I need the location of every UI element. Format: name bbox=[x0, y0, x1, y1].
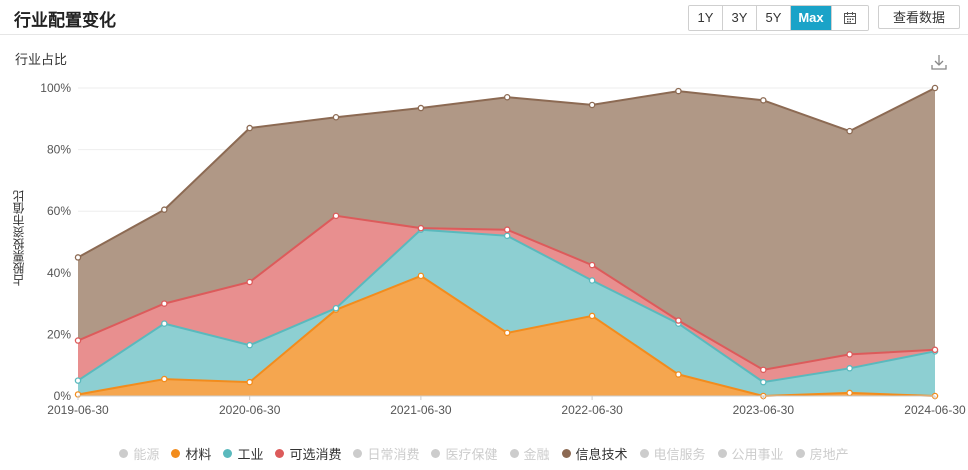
data-point bbox=[760, 97, 767, 104]
data-point bbox=[846, 365, 853, 372]
data-point bbox=[246, 341, 253, 349]
range-selector: 1Y 3Y 5Y Max bbox=[688, 5, 869, 31]
data-point bbox=[503, 226, 511, 233]
data-point bbox=[760, 378, 767, 386]
legend-item[interactable]: 工业 bbox=[223, 444, 263, 463]
legend-dot-icon bbox=[509, 449, 519, 458]
legend-label: 医疗保健 bbox=[445, 447, 498, 462]
data-point bbox=[931, 84, 939, 92]
data-point bbox=[332, 114, 340, 121]
data-point bbox=[846, 127, 853, 135]
data-point bbox=[588, 261, 596, 269]
x-tick-label: 2024-06-30 bbox=[904, 403, 966, 417]
y-tick-label: 100% bbox=[40, 81, 71, 95]
legend-label: 房地产 bbox=[809, 447, 849, 462]
area-series-1 bbox=[78, 229, 935, 396]
legend-item[interactable]: 材料 bbox=[171, 444, 211, 463]
x-tick-label: 2019-06-30 bbox=[47, 403, 109, 417]
data-point bbox=[246, 124, 253, 132]
legend-label: 信息技术 bbox=[575, 447, 628, 462]
range-3y-button[interactable]: 3Y bbox=[723, 6, 757, 30]
legend-item[interactable]: 房地产 bbox=[795, 444, 849, 463]
range-max-button[interactable]: Max bbox=[791, 6, 832, 30]
legend-label: 可选消费 bbox=[289, 447, 342, 462]
legend-dot-icon bbox=[119, 449, 129, 458]
y-tick-label: 0% bbox=[54, 389, 72, 403]
stacked-area-chart: 0% 20% 40% 60% 80% 100% 2019-06-30 2020-06-30 20… bbox=[40, 81, 966, 417]
legend-label: 金融 bbox=[523, 447, 550, 462]
legend-item[interactable]: 公用事业 bbox=[717, 444, 784, 463]
legend-dot-icon bbox=[561, 449, 571, 458]
data-point bbox=[74, 377, 82, 384]
y-tick-label: 80% bbox=[47, 143, 71, 157]
legend-dot-icon bbox=[275, 449, 285, 458]
data-point bbox=[246, 378, 253, 386]
data-point bbox=[74, 337, 82, 344]
data-point bbox=[846, 389, 853, 397]
data-point bbox=[332, 212, 340, 220]
header-bar: 行业配置变化 1Y 3Y 5Y Max 查看数据 bbox=[0, 0, 968, 35]
legend-dot-icon bbox=[639, 449, 649, 458]
data-point bbox=[846, 351, 853, 358]
x-tick-label: 2023-06-30 bbox=[733, 403, 795, 417]
data-point bbox=[417, 272, 425, 280]
legend-item[interactable]: 信息技术 bbox=[561, 444, 628, 463]
data-point bbox=[503, 232, 511, 240]
legend-item[interactable]: 可选消费 bbox=[275, 444, 341, 463]
data-point bbox=[161, 300, 168, 307]
data-point bbox=[161, 375, 168, 383]
chart-title: 行业占比 bbox=[15, 52, 68, 67]
legend-dot-icon bbox=[171, 449, 181, 458]
x-tick-label: 2020-06-30 bbox=[219, 403, 281, 417]
data-point bbox=[246, 278, 253, 286]
calendar-button[interactable] bbox=[832, 6, 868, 30]
data-point bbox=[503, 329, 511, 337]
legend-dot-icon bbox=[795, 449, 805, 458]
legend-label: 电信服务 bbox=[653, 447, 706, 462]
data-point bbox=[74, 254, 82, 261]
legend-item[interactable]: 能源 bbox=[119, 444, 159, 463]
legend-item[interactable]: 医疗保健 bbox=[431, 444, 498, 463]
data-point bbox=[417, 104, 425, 112]
legend-label: 公用事业 bbox=[731, 447, 784, 462]
page-title: 行业配置变化 bbox=[14, 11, 116, 30]
legend-item[interactable]: 电信服务 bbox=[639, 444, 706, 463]
y-tick-label: 60% bbox=[47, 204, 71, 218]
x-tick-label: 2022-06-30 bbox=[561, 403, 623, 417]
data-point bbox=[675, 317, 682, 324]
legend-dot-icon bbox=[353, 449, 363, 458]
legend-dot-icon bbox=[223, 449, 233, 458]
data-point bbox=[675, 87, 682, 95]
data-point bbox=[588, 312, 596, 320]
x-tick-label: 2021-06-30 bbox=[390, 403, 452, 417]
data-point bbox=[675, 371, 682, 378]
data-point bbox=[503, 93, 511, 101]
data-point bbox=[332, 304, 340, 312]
data-point bbox=[417, 224, 425, 232]
area-series-2 bbox=[78, 215, 935, 383]
data-point bbox=[931, 346, 939, 354]
chart-legend: 能源 材料 工业 可选消费 日常消费 医疗保健 金融 信息技术 电信服务 公用事业 房地产 bbox=[0, 444, 968, 463]
download-icon[interactable] bbox=[930, 53, 948, 71]
view-data-button[interactable]: 查看数据 bbox=[878, 5, 960, 29]
data-point bbox=[161, 206, 168, 213]
legend-dot-icon bbox=[717, 449, 727, 458]
data-point bbox=[760, 366, 767, 374]
data-point bbox=[161, 320, 168, 327]
legend-dot-icon bbox=[431, 449, 441, 458]
legend-label: 工业 bbox=[237, 447, 264, 462]
data-point bbox=[588, 277, 596, 284]
calendar-icon bbox=[844, 11, 856, 24]
legend-item[interactable]: 日常消费 bbox=[353, 444, 419, 463]
legend-label: 能源 bbox=[133, 447, 160, 462]
y-tick-label: 40% bbox=[47, 266, 71, 280]
legend-label: 日常消费 bbox=[367, 447, 420, 462]
legend-item[interactable]: 金融 bbox=[509, 444, 550, 463]
y-tick-label: 20% bbox=[47, 327, 71, 341]
data-point bbox=[588, 101, 596, 109]
range-5y-button[interactable]: 5Y bbox=[757, 6, 791, 30]
legend-label: 材料 bbox=[185, 447, 212, 462]
range-1y-button[interactable]: 1Y bbox=[689, 6, 723, 30]
